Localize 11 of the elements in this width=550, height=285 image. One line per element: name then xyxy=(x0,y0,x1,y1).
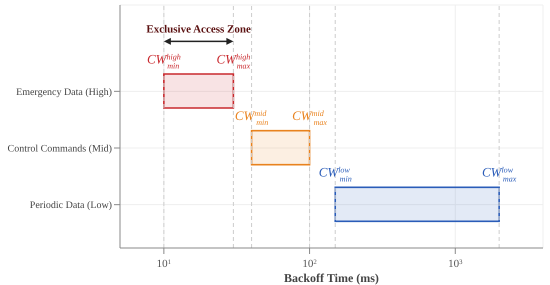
y-tick-label: Control Commands (Mid) xyxy=(8,144,112,155)
bar xyxy=(250,130,310,166)
y-tick-label: Emergency Data (High) xyxy=(16,86,112,98)
x-tick-label: 10$^{1}$ xyxy=(156,258,172,270)
bar xyxy=(334,186,500,222)
y-tick-label: Periodic Data (Low) xyxy=(30,200,112,212)
x-tick-label: 10$^{2}$ xyxy=(302,258,318,270)
x-tick-label: 10$^{3}$ xyxy=(448,258,464,270)
bar xyxy=(163,73,234,109)
text: Exclusive Access Zone xyxy=(146,23,251,36)
x-axis-title: Backoff Time (ms) xyxy=(284,271,379,285)
